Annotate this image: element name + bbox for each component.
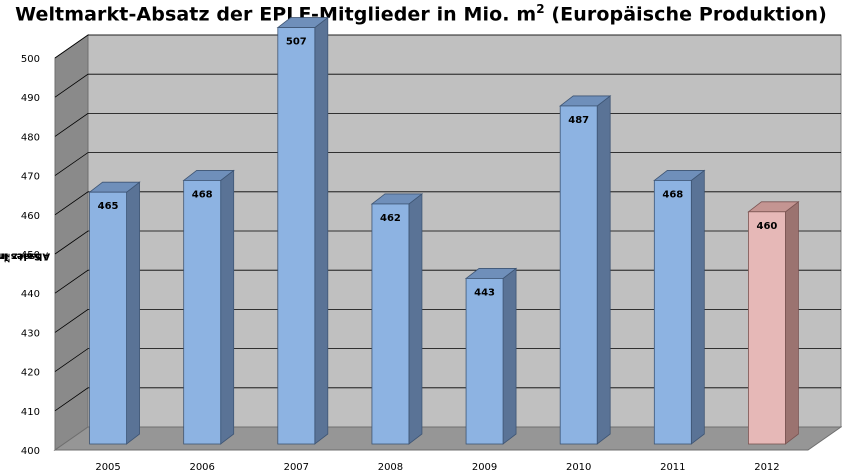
x-tick-label: 2008 [378,462,403,473]
x-tick-label: 2010 [566,462,591,473]
chart-title-superscript: 2 [536,2,545,16]
y-tick-label: 430 [21,328,40,339]
bar-side [785,200,799,445]
bar [277,27,316,445]
y-tick-label: 490 [21,93,40,104]
data-label: 468 [662,189,683,200]
x-tick-label: 2012 [754,462,779,473]
data-label: 487 [568,115,589,126]
x-tick-label: 2009 [472,462,497,473]
chart-title-suffix: (Europäische Produktion) [544,3,827,26]
gridline [54,34,841,59]
y-tick-label: 440 [21,289,40,300]
x-tick-label: 2011 [660,462,685,473]
chart-title-main: Weltmarkt-Absatz der EPLF-Mitglieder in … [15,3,537,26]
y-tick-label: 500 [21,54,40,65]
bar-side [408,193,423,445]
data-label: 443 [474,287,495,298]
y-tick-label: 420 [21,368,40,379]
bar-side [314,16,329,445]
x-tick-label: 2005 [95,462,120,473]
bar-side [502,267,517,445]
y-tick-label: 450 [21,250,40,261]
floor [53,426,842,451]
chart-title: Weltmarkt-Absatz der EPLF-Mitglieder in … [0,2,842,25]
data-label: 468 [192,189,213,200]
y-tick-label: 460 [21,211,40,222]
data-label: 462 [380,213,401,224]
data-label: 507 [286,37,307,48]
y-tick-label: 480 [21,132,40,143]
bar-side [126,181,140,445]
y-tick-label: 400 [21,446,40,457]
bar [89,191,127,445]
bar [748,211,786,445]
data-label: 465 [98,201,119,212]
x-tick-label: 2007 [284,462,309,473]
bar [183,180,222,445]
bar-side [220,169,235,445]
bar [559,105,598,445]
gridline [54,73,841,98]
x-tick-label: 2006 [189,462,214,473]
bar-side [690,169,705,445]
y-tick-label: 470 [21,172,40,183]
bar [371,203,410,445]
y-tick-label: 410 [21,407,40,418]
bar [653,180,692,445]
bar-side [596,95,611,445]
bar [465,278,504,445]
data-label: 460 [757,221,778,232]
